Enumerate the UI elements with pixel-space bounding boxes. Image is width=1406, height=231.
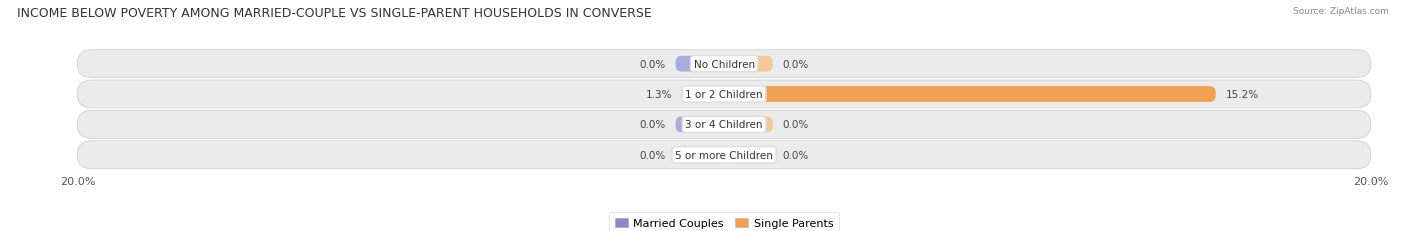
Text: INCOME BELOW POVERTY AMONG MARRIED-COUPLE VS SINGLE-PARENT HOUSEHOLDS IN CONVERS: INCOME BELOW POVERTY AMONG MARRIED-COUPL… [17,7,651,20]
Text: 5 or more Children: 5 or more Children [675,150,773,160]
FancyBboxPatch shape [77,141,1371,169]
Text: 3 or 4 Children: 3 or 4 Children [685,120,763,130]
FancyBboxPatch shape [724,87,1216,103]
FancyBboxPatch shape [724,57,773,72]
Text: 0.0%: 0.0% [782,59,808,69]
FancyBboxPatch shape [676,147,724,163]
Text: 0.0%: 0.0% [782,120,808,130]
Text: 0.0%: 0.0% [640,120,666,130]
FancyBboxPatch shape [724,147,773,163]
Legend: Married Couples, Single Parents: Married Couples, Single Parents [609,212,839,231]
Text: 0.0%: 0.0% [640,59,666,69]
FancyBboxPatch shape [676,57,724,72]
Text: 0.0%: 0.0% [640,150,666,160]
Text: 1 or 2 Children: 1 or 2 Children [685,90,763,100]
FancyBboxPatch shape [77,81,1371,109]
FancyBboxPatch shape [724,117,773,133]
Text: 1.3%: 1.3% [645,90,672,100]
Text: 0.0%: 0.0% [782,150,808,160]
Text: Source: ZipAtlas.com: Source: ZipAtlas.com [1294,7,1389,16]
FancyBboxPatch shape [682,87,724,103]
Text: 15.2%: 15.2% [1226,90,1258,100]
Text: No Children: No Children [693,59,755,69]
FancyBboxPatch shape [77,111,1371,139]
FancyBboxPatch shape [77,50,1371,78]
FancyBboxPatch shape [676,117,724,133]
